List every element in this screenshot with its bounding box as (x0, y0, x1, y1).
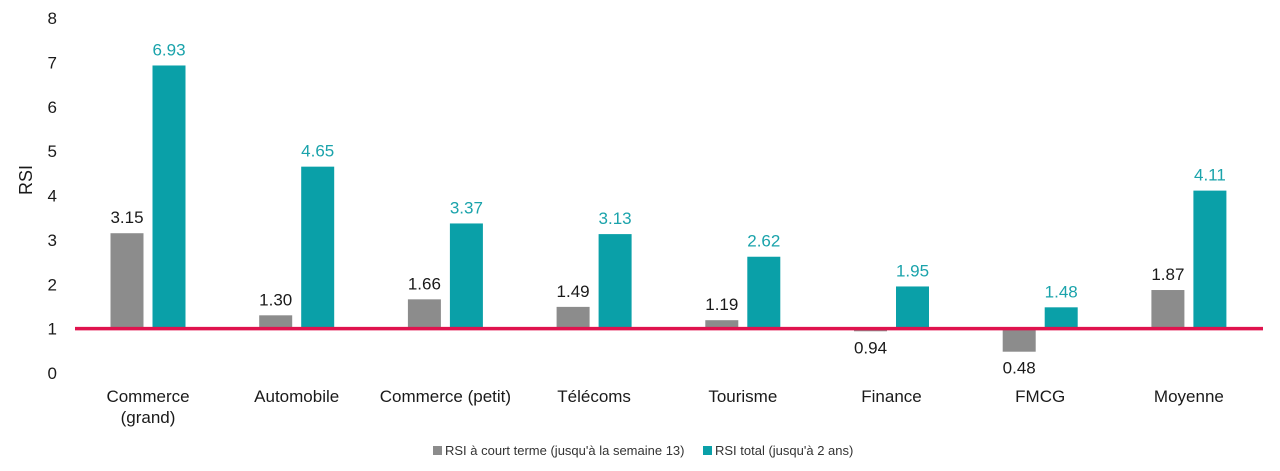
bar (705, 320, 739, 329)
data-label: 0.48 (1003, 359, 1036, 378)
bar (259, 315, 293, 329)
bar (747, 256, 781, 329)
y-tick-label: 8 (48, 9, 57, 28)
y-tick-label: 5 (48, 142, 57, 161)
bar (407, 299, 441, 329)
data-label: 3.13 (599, 209, 632, 228)
data-label: 0.94 (854, 338, 887, 357)
data-label: 4.65 (301, 142, 334, 161)
y-tick-label: 0 (48, 364, 57, 383)
y-tick-label: 7 (48, 53, 57, 72)
data-label: 1.66 (408, 274, 441, 293)
data-label: 1.19 (705, 295, 738, 314)
data-label: 1.49 (557, 282, 590, 301)
data-label: 3.37 (450, 198, 483, 217)
y-tick-label: 4 (48, 187, 57, 206)
x-tick-label: Tourisme (708, 387, 777, 406)
y-tick-label: 2 (48, 275, 57, 294)
bar (1193, 190, 1227, 329)
y-tick-label: 1 (48, 320, 57, 339)
legend: RSI à court terme (jusqu'à la semaine 13… (433, 443, 853, 458)
x-tick-label: Automobile (254, 387, 339, 406)
x-tick-label: (grand) (121, 408, 176, 427)
legend-label: RSI à court terme (jusqu'à la semaine 13… (445, 443, 684, 458)
bar (1044, 307, 1078, 329)
legend-label: RSI total (jusqu'à 2 ans) (715, 443, 853, 458)
bar (1151, 290, 1185, 329)
data-label: 6.93 (152, 40, 185, 59)
bar (449, 223, 483, 329)
y-tick-label: 3 (48, 231, 57, 250)
y-tick-label: 6 (48, 98, 57, 117)
x-tick-label: Télécoms (557, 387, 631, 406)
data-label: 1.30 (259, 290, 292, 309)
bar (896, 286, 929, 329)
x-tick-label: FMCG (1015, 387, 1065, 406)
x-tick-label: Moyenne (1154, 387, 1224, 406)
x-tick-label: Commerce (106, 387, 189, 406)
x-tick-label: Commerce (petit) (380, 387, 511, 406)
bar (1002, 328, 1036, 352)
bar (556, 306, 590, 329)
bars (110, 65, 1227, 352)
bar (301, 166, 335, 329)
bar (110, 233, 144, 329)
x-tick-label: Finance (861, 387, 921, 406)
legend-swatch (433, 446, 442, 455)
data-label: 1.48 (1045, 282, 1078, 301)
data-label: 3.15 (110, 208, 143, 227)
data-label: 2.62 (747, 232, 780, 251)
data-label: 4.11 (1194, 166, 1226, 185)
data-label: 1.95 (896, 261, 929, 280)
y-axis-title: RSI (16, 165, 36, 195)
bar (598, 234, 632, 329)
bar (152, 65, 186, 329)
legend-swatch (703, 446, 712, 455)
data-label: 1.87 (1151, 265, 1184, 284)
